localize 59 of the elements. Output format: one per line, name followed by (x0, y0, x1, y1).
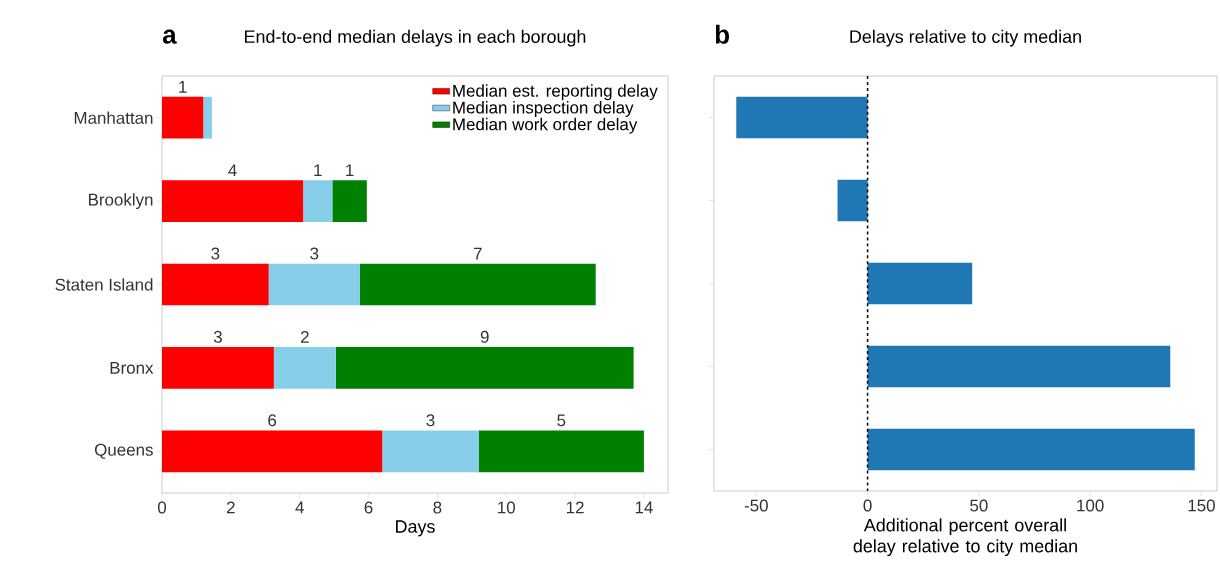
bar (162, 96, 204, 139)
x-tick-label: 14 (635, 501, 653, 514)
bar (867, 345, 1171, 388)
data-label: 3 (310, 247, 319, 260)
x-tick-label: 50 (970, 499, 988, 512)
data-label: 9 (480, 330, 489, 343)
bar (303, 180, 333, 222)
data-label: 4 (228, 164, 237, 177)
data-label: 3 (426, 414, 435, 427)
legend-label: Median work order delay (453, 117, 638, 134)
x-tick-label: 150 (1188, 499, 1215, 512)
x-axis-title: Days (396, 520, 435, 537)
bar (837, 179, 868, 222)
y-tick-label: Manhattan (74, 111, 153, 124)
x-tick-label: -50 (744, 499, 768, 512)
x-tick-label: 6 (364, 501, 373, 514)
data-label: 1 (179, 81, 187, 93)
x-tick-label: 2 (227, 501, 235, 514)
x-axis-title: Additional percent overall delay relative to city median (853, 518, 1077, 556)
x-tick-label: 4 (295, 501, 304, 514)
x-tick-label: 10 (498, 501, 515, 514)
bar (332, 180, 367, 222)
chart-title: End-to-end median delays in each borough (245, 29, 586, 47)
bar (382, 430, 479, 473)
x-tick-label: 0 (863, 499, 872, 512)
legend-label: Median est. reporting delay (453, 84, 658, 101)
bar (162, 263, 269, 306)
y-tick-label: Brooklyn (88, 193, 153, 209)
bar (359, 263, 596, 306)
data-label: 6 (268, 414, 277, 427)
bar (867, 262, 973, 305)
bar (203, 96, 212, 139)
text: a (162, 29, 177, 44)
bar (162, 180, 304, 222)
data-label: 5 (557, 414, 566, 427)
legend-label: Median inspection delay (453, 101, 634, 117)
data-label: 2 (301, 331, 309, 343)
data-label: 1 (346, 164, 354, 177)
bar (162, 430, 383, 473)
data-label: 1 (314, 164, 322, 177)
bar (162, 347, 274, 389)
data-label: 7 (473, 247, 482, 260)
x-tick-label: 12 (566, 501, 584, 514)
bar (335, 347, 634, 389)
bar (478, 430, 644, 473)
data-label: 3 (213, 330, 222, 343)
bar (273, 347, 336, 389)
x-tick-label: 100 (1077, 499, 1104, 512)
bar (268, 263, 360, 306)
y-tick-label: Staten Island (55, 278, 153, 291)
y-tick-label: Queens (94, 443, 153, 459)
data-label: 3 (211, 247, 220, 260)
x-tick-label: 8 (433, 501, 442, 514)
y-tick-label: Bronx (110, 361, 154, 374)
chart-title: Delays relative to city median (850, 29, 1081, 47)
x-tick-label: 0 (157, 501, 167, 514)
text: b (715, 24, 729, 44)
bar (736, 96, 868, 139)
bar (867, 428, 1195, 471)
